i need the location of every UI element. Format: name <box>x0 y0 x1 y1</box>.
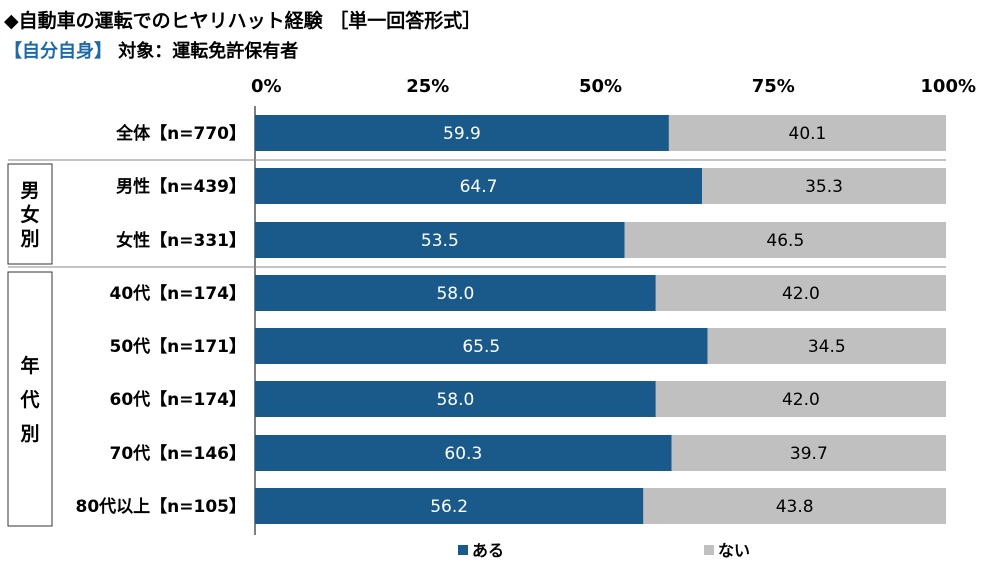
bar-nai <box>668 115 946 151</box>
bar-nai <box>655 275 946 311</box>
x-tick-label: 100% <box>920 76 976 97</box>
data-label: 64.7 <box>460 177 498 197</box>
data-label: 58.0 <box>436 284 474 304</box>
data-label: 46.5 <box>766 231 804 251</box>
x-tick-label: 75% <box>752 76 795 97</box>
x-tick-label: 25% <box>406 76 449 97</box>
category-label: 40代【n=174】 <box>110 283 247 304</box>
legend-swatch <box>458 545 468 555</box>
bar-nai <box>643 488 946 524</box>
data-label: 40.1 <box>789 124 827 144</box>
data-label: 42.0 <box>782 390 820 410</box>
group-label-char: 代 <box>19 389 39 411</box>
x-tick-label: 50% <box>579 76 622 97</box>
data-label: 39.7 <box>790 444 828 464</box>
bar-aru <box>255 381 656 417</box>
category-label: 全体【n=770】 <box>115 123 246 144</box>
category-label: 80代以上【n=105】 <box>76 496 247 517</box>
bar-aru <box>255 435 672 471</box>
data-label: 60.3 <box>444 444 482 464</box>
bar-aru <box>255 222 625 258</box>
legend-label: ある <box>472 541 504 560</box>
chart-subtitle: 【自分自身】 対象：運転免許保有者 <box>4 37 298 63</box>
group-label-char: 女 <box>20 203 39 226</box>
bar-aru <box>255 328 708 364</box>
data-label: 59.9 <box>443 124 481 144</box>
subtitle-tag: 【自分自身】 <box>4 41 112 62</box>
data-label: 56.2 <box>430 497 468 517</box>
data-label: 58.0 <box>436 390 474 410</box>
bar-nai <box>624 222 946 258</box>
group-box <box>7 271 53 527</box>
category-label: 女性【n=331】 <box>116 230 246 251</box>
bar-nai <box>655 381 946 417</box>
bar-aru <box>255 488 644 524</box>
bar-nai <box>702 168 946 204</box>
chart-title: ◆自動車の運転でのヒヤリハット経験 ［単一回答形式］ <box>4 10 482 32</box>
bar-nai <box>707 328 946 364</box>
category-label: 男性【n=439】 <box>116 176 246 197</box>
bar-aru <box>255 275 656 311</box>
legend-label: ない <box>718 541 750 560</box>
group-label-char: 年 <box>20 354 39 377</box>
subtitle-text: 対象：運転免許保有者 <box>112 41 299 62</box>
category-label: 60代【n=174】 <box>110 389 247 410</box>
group-box <box>7 163 53 265</box>
category-label: 50代【n=171】 <box>110 336 247 357</box>
data-label: 65.5 <box>462 337 500 357</box>
x-tick-label: 0% <box>251 76 282 97</box>
data-label: 34.5 <box>808 337 846 357</box>
bar-nai <box>671 435 946 471</box>
category-label: 70代【n=146】 <box>110 443 247 464</box>
bar-aru <box>255 115 669 151</box>
bar-aru <box>255 168 703 204</box>
group-label-char: 別 <box>20 228 39 250</box>
data-label: 53.5 <box>421 231 459 251</box>
group-label-char: 男 <box>20 180 39 202</box>
data-label: 43.8 <box>776 497 814 517</box>
legend-swatch <box>704 545 714 555</box>
data-label: 42.0 <box>782 284 820 304</box>
group-label-char: 別 <box>20 423 39 445</box>
data-label: 35.3 <box>805 177 843 197</box>
